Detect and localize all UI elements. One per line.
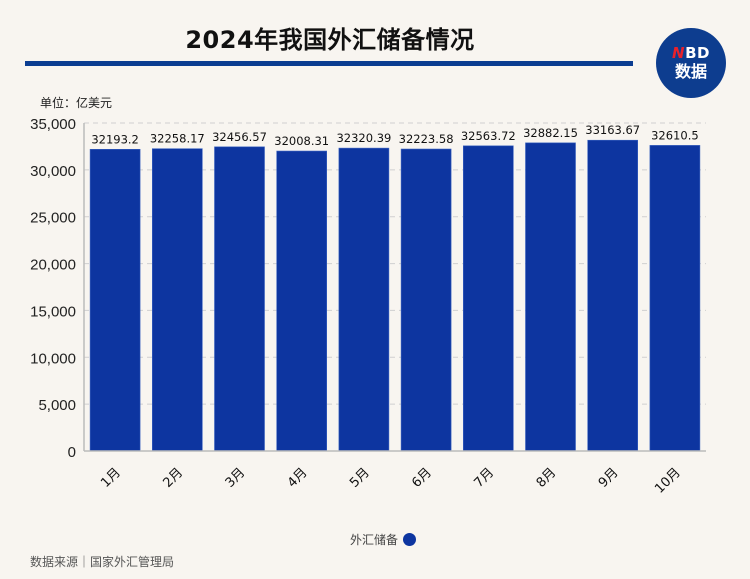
data-label: 32008.31	[274, 134, 329, 148]
y-tick-label: 20,000	[30, 257, 76, 274]
data-label: 32193.2	[91, 132, 139, 146]
bar	[338, 147, 390, 452]
logo-subtitle: 数据	[674, 62, 707, 81]
bar	[214, 146, 265, 452]
x-tick-label: 8月	[534, 465, 560, 491]
x-tick-label: 10月	[652, 465, 683, 496]
y-tick-label: 0	[68, 444, 76, 461]
data-label: 32223.58	[399, 132, 454, 146]
logo-n: N	[672, 44, 686, 62]
title-underline	[25, 61, 633, 66]
chart-title: 2024年我国外汇储备情况	[185, 26, 475, 54]
bar	[587, 139, 639, 452]
x-axis: 1月 2月 3月 4月 5月 6月 7月 8月 9月 10月	[84, 450, 706, 497]
data-source: 数据来源｜国家外汇管理局	[30, 555, 175, 569]
data-label: 32258.17	[150, 132, 205, 146]
bar	[89, 149, 141, 452]
bar	[462, 145, 514, 452]
x-tick-label: 4月	[285, 465, 311, 491]
bar	[649, 145, 701, 452]
x-tick-label: 3月	[223, 465, 249, 491]
bars	[89, 139, 701, 452]
data-label: 32320.39	[336, 131, 391, 145]
y-axis: 0 5,000 10,000 15,000 20,000 25,000 30,000 35,0…	[30, 116, 85, 461]
y-tick-label: 35,000	[30, 116, 76, 133]
data-label: 32563.72	[461, 129, 516, 143]
legend-label: 外汇储备	[350, 533, 399, 547]
data-labels: 32193.2 32258.17 32456.57 32008.31 32320.39 3…	[91, 123, 698, 148]
logo-wordmark: NBD	[672, 46, 710, 61]
y-tick-label: 25,000	[30, 210, 76, 227]
data-label: 32456.57	[212, 130, 267, 144]
x-tick-label: 1月	[98, 465, 124, 491]
bar	[276, 150, 328, 452]
bar	[400, 148, 452, 452]
data-label: 33163.67	[585, 123, 640, 137]
x-tick-label: 6月	[409, 465, 435, 491]
bar	[152, 148, 203, 452]
nbd-logo: NBD 数据	[656, 28, 726, 98]
data-label: 32882.15	[523, 126, 578, 140]
legend: 外汇储备	[350, 531, 417, 548]
y-tick-label: 15,000	[30, 303, 76, 320]
x-tick-label: 9月	[596, 465, 622, 491]
x-tick-label: 7月	[471, 465, 497, 491]
y-tick-label: 5,000	[38, 397, 76, 414]
legend-swatch-icon	[403, 533, 417, 546]
data-label: 32610.5	[651, 128, 699, 142]
logo-bd: BD	[685, 44, 710, 62]
y-tick-label: 30,000	[30, 163, 76, 180]
x-tick-label: 2月	[160, 465, 186, 491]
bar	[525, 142, 576, 452]
unit-label: 单位：亿美元	[40, 96, 113, 110]
y-tick-label: 10,000	[30, 350, 76, 367]
x-tick-label: 5月	[347, 465, 373, 491]
